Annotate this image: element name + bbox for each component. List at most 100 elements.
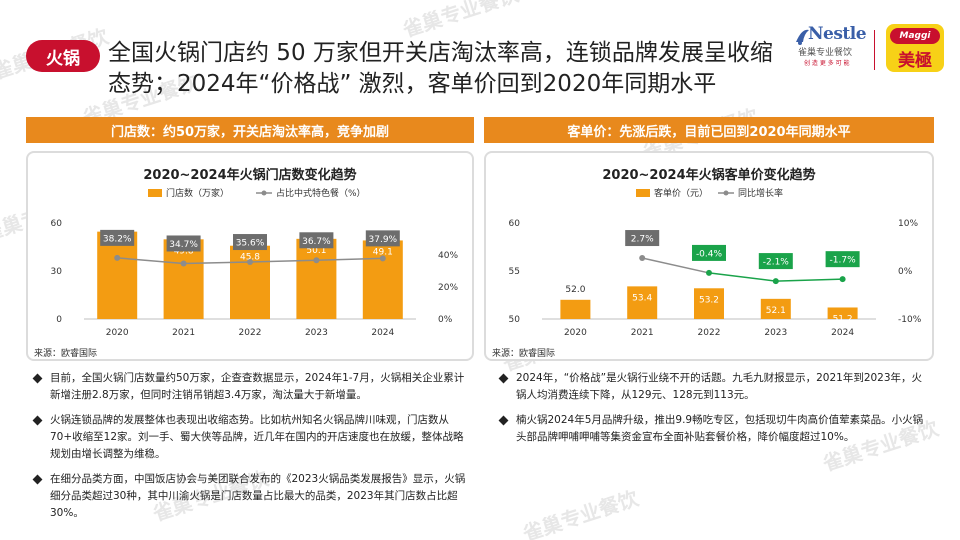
watermark: 雀巢专业餐饮 (519, 485, 642, 540)
point-value-label: 35.6% (236, 239, 265, 249)
point-value-label: 36.7% (302, 237, 331, 247)
right-section-header: 客单价：先涨后跌，目前已回到2020年同期水平 (484, 117, 934, 143)
nestle-logo: Nestle 雀巢专业餐饮 创 造 更 多 可 能 (794, 24, 867, 70)
bar-value-label: 52.1 (766, 306, 786, 316)
series-point (639, 255, 646, 262)
list-item: 楠火锅2024年5月品牌升级，推出9.9畅吃专区，包括现切牛肉高价值荤素菜品。小… (498, 412, 928, 446)
x-tick-label: 2023 (305, 328, 328, 338)
series-point (772, 278, 779, 285)
series-line-segment (775, 278, 843, 282)
legend-marker-line (261, 190, 267, 196)
bullet-diamond-icon (32, 373, 43, 384)
y2-tick-label: 10% (898, 219, 918, 229)
x-tick-label: 2023 (764, 328, 787, 338)
left-source: 来源：欧睿国际 (34, 349, 98, 359)
bar (694, 288, 724, 319)
x-tick-label: 2022 (698, 328, 721, 338)
right-bullets: 2024年，“价格战”是火锅行业绕不开的话题。九毛九财报显示，2021年到202… (498, 370, 928, 454)
y2-tick-label: 40% (438, 251, 458, 261)
series-line-segment (316, 257, 383, 262)
series-line-segment (642, 257, 710, 274)
x-tick-label: 2024 (831, 328, 854, 338)
list-item: 火锅连锁品牌的发展整体也表现出收缩态势。比如杭州知名火锅品牌川味观，门店数从70… (32, 412, 466, 463)
left-section-header: 门店数：约50万家，开关店淘汰率高，竞争加剧 (26, 117, 474, 143)
logo-divider (874, 30, 875, 70)
chart-title: 2020~2024年火锅门店数变化趋势 (143, 167, 356, 183)
bar-value-label: 53.4 (632, 293, 652, 303)
bullet-diamond-icon (32, 415, 43, 426)
bullet-text: 楠火锅2024年5月品牌升级，推出9.9畅吃专区，包括现切牛肉高价值荤素菜品。小… (516, 414, 924, 443)
point-label-box (692, 244, 726, 261)
y-tick-label: 60 (509, 219, 521, 229)
point-label-box (825, 251, 860, 268)
x-tick-label: 2021 (172, 328, 195, 338)
legend-label-line: 占比中式特色餐（%） (276, 187, 366, 199)
x-tick-label: 2024 (371, 328, 394, 338)
series-line-segment (117, 257, 184, 265)
series-point (114, 254, 121, 261)
category-tag: 火锅 (26, 40, 100, 72)
bar-value-label: 52.0 (565, 285, 585, 295)
point-value-label: 38.2% (103, 234, 132, 244)
bullet-text: 在细分品类方面，中国饭店协会与美团联合发布的《2023火锅品类发展报告》显示，火… (50, 473, 466, 519)
x-tick-label: 2020 (106, 328, 129, 338)
legend-label-line: 同比增长率 (738, 187, 783, 199)
bar (230, 245, 270, 319)
point-label-box (233, 234, 267, 251)
series-point (247, 259, 253, 266)
left-chart-panel: 2020~2024年火锅门店数变化趋势 门店数（万家） 占比中式特色餐（%） 0 30 6… (26, 151, 474, 361)
y2-tick-label: 0% (898, 267, 913, 277)
list-item: 2024年，“价格战”是火锅行业绕不开的话题。九毛九财报显示，2021年到202… (498, 370, 928, 404)
right-source: 来源：欧睿国际 (492, 349, 556, 359)
point-value-label: -2.1% (763, 258, 790, 268)
maggi-brand: Maggi (890, 28, 940, 44)
point-label-box (100, 229, 135, 246)
series-point (706, 269, 712, 276)
series-point (313, 257, 320, 264)
series-point (180, 260, 187, 267)
bullet-diamond-icon (498, 415, 509, 426)
bar (827, 307, 858, 319)
left-bullets: 目前，全国火锅门店数量约50万家，企查查数据显示，2024年1-7月，火锅相关企… (32, 370, 466, 530)
nest-icon (796, 29, 809, 45)
x-tick-label: 2022 (239, 328, 262, 338)
series-line-segment (183, 261, 251, 265)
bullet-text: 目前，全国火锅门店数量约50万家，企查查数据显示，2024年1-7月，火锅相关企… (50, 372, 465, 401)
x-tick-label: 2021 (631, 328, 654, 338)
chart-title: 2020~2024年火锅客单价变化趋势 (602, 167, 815, 183)
bar (163, 239, 204, 319)
point-value-label: 37.9% (369, 235, 398, 245)
bar-value-label: 50.1 (306, 246, 326, 256)
bullet-text: 2024年，“价格战”是火锅行业绕不开的话题。九毛九财报显示，2021年到202… (516, 372, 923, 401)
point-label-box (625, 230, 660, 247)
bar (97, 231, 138, 319)
watermark: 雀巢专业餐饮 (399, 0, 522, 42)
bar (627, 286, 658, 319)
y-tick-label: 60 (51, 219, 63, 229)
point-label-box (758, 253, 793, 270)
bar-value-label: 45.8 (240, 253, 260, 263)
right-chart-panel: 2020~2024年火锅客单价变化趋势 客单价（元） 同比增长率 50 55 60 -10%… (484, 151, 934, 361)
nestle-slogan: 创 造 更 多 可 能 (804, 60, 850, 67)
bar-value-label: 51.2 (833, 314, 853, 324)
maggi-cn: 美極 (898, 51, 932, 71)
list-item: 目前，全国火锅门店数量约50万家，企查查数据显示，2024年1-7月，火锅相关企… (32, 370, 466, 404)
point-value-label: -1.7% (830, 256, 857, 266)
nestle-sub: 雀巢专业餐饮 (798, 48, 853, 58)
y-tick-label: 0 (56, 315, 62, 325)
y2-tick-label: 20% (438, 283, 458, 293)
point-label-box (299, 232, 334, 249)
point-value-label: 2.7% (631, 235, 654, 245)
bullet-diamond-icon (32, 474, 43, 485)
bar-value-label: 53.2 (699, 295, 719, 305)
y2-tick-label: -10% (898, 315, 922, 325)
bar (362, 240, 403, 319)
bullet-text: 火锅连锁品牌的发展整体也表现出收缩态势。比如杭州知名火锅品牌川味观，门店数从70… (50, 414, 464, 460)
point-value-label: 34.7% (169, 240, 198, 250)
series-point (839, 276, 846, 283)
bar (560, 299, 591, 319)
legend-label-bar: 客单价（元） (654, 187, 708, 199)
y-tick-label: 55 (509, 267, 520, 277)
